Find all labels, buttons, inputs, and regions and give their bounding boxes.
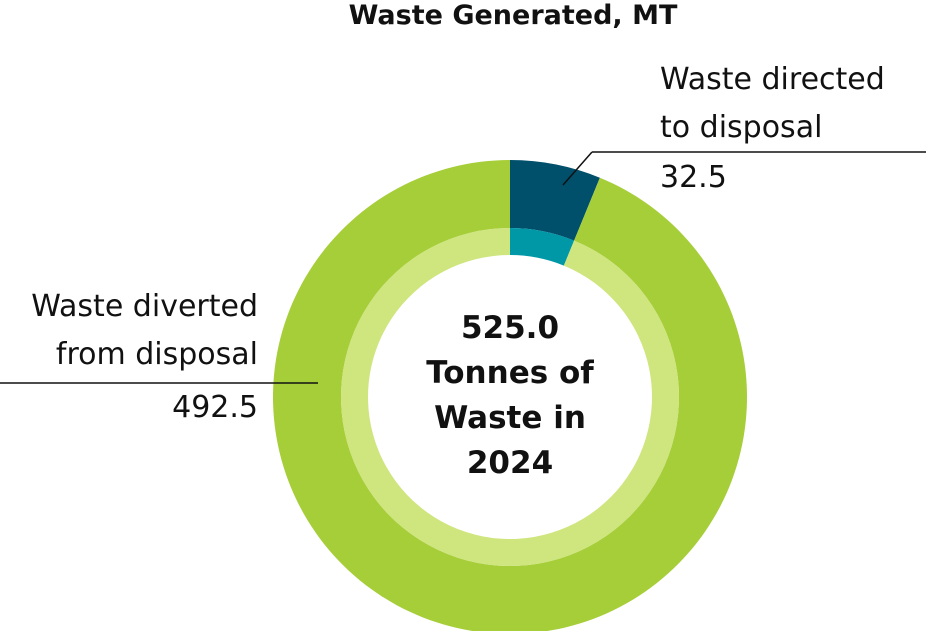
center-label: 525.0 Tonnes of Waste in 2024 bbox=[426, 310, 594, 481]
leader-line bbox=[562, 151, 593, 186]
value-label: 492.5 bbox=[172, 390, 258, 425]
slice-label: Waste diverted from disposal bbox=[31, 289, 258, 372]
chart-title: Waste Generated, MT bbox=[348, 0, 678, 31]
slice-label: Waste directed to disposal bbox=[660, 62, 885, 145]
outer-slice bbox=[510, 160, 600, 241]
inner-slice bbox=[510, 228, 575, 266]
value-label: 32.5 bbox=[660, 160, 727, 195]
